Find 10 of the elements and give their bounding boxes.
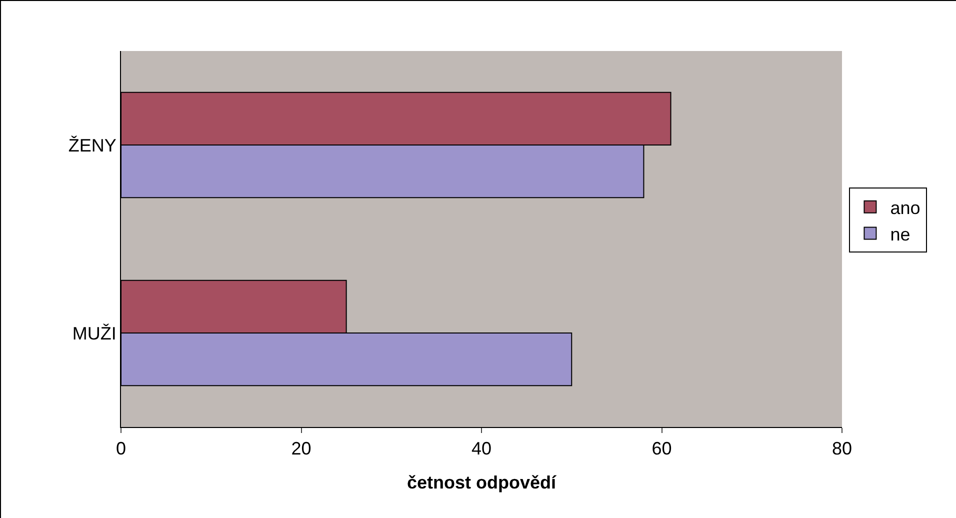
x-tick-label: 20 <box>291 438 312 459</box>
legend-label: ne <box>890 224 910 244</box>
y-tick-label: MUŽI <box>72 323 116 344</box>
y-tick-label: ŽENY <box>68 135 116 156</box>
x-tick-label: 0 <box>116 438 126 459</box>
x-tick-label: 40 <box>471 438 492 459</box>
x-axis-title: četnost odpovědí <box>406 472 557 493</box>
legend-label: ano <box>890 198 920 218</box>
x-tick-label: 60 <box>652 438 672 459</box>
x-tick-label: 80 <box>832 438 852 459</box>
